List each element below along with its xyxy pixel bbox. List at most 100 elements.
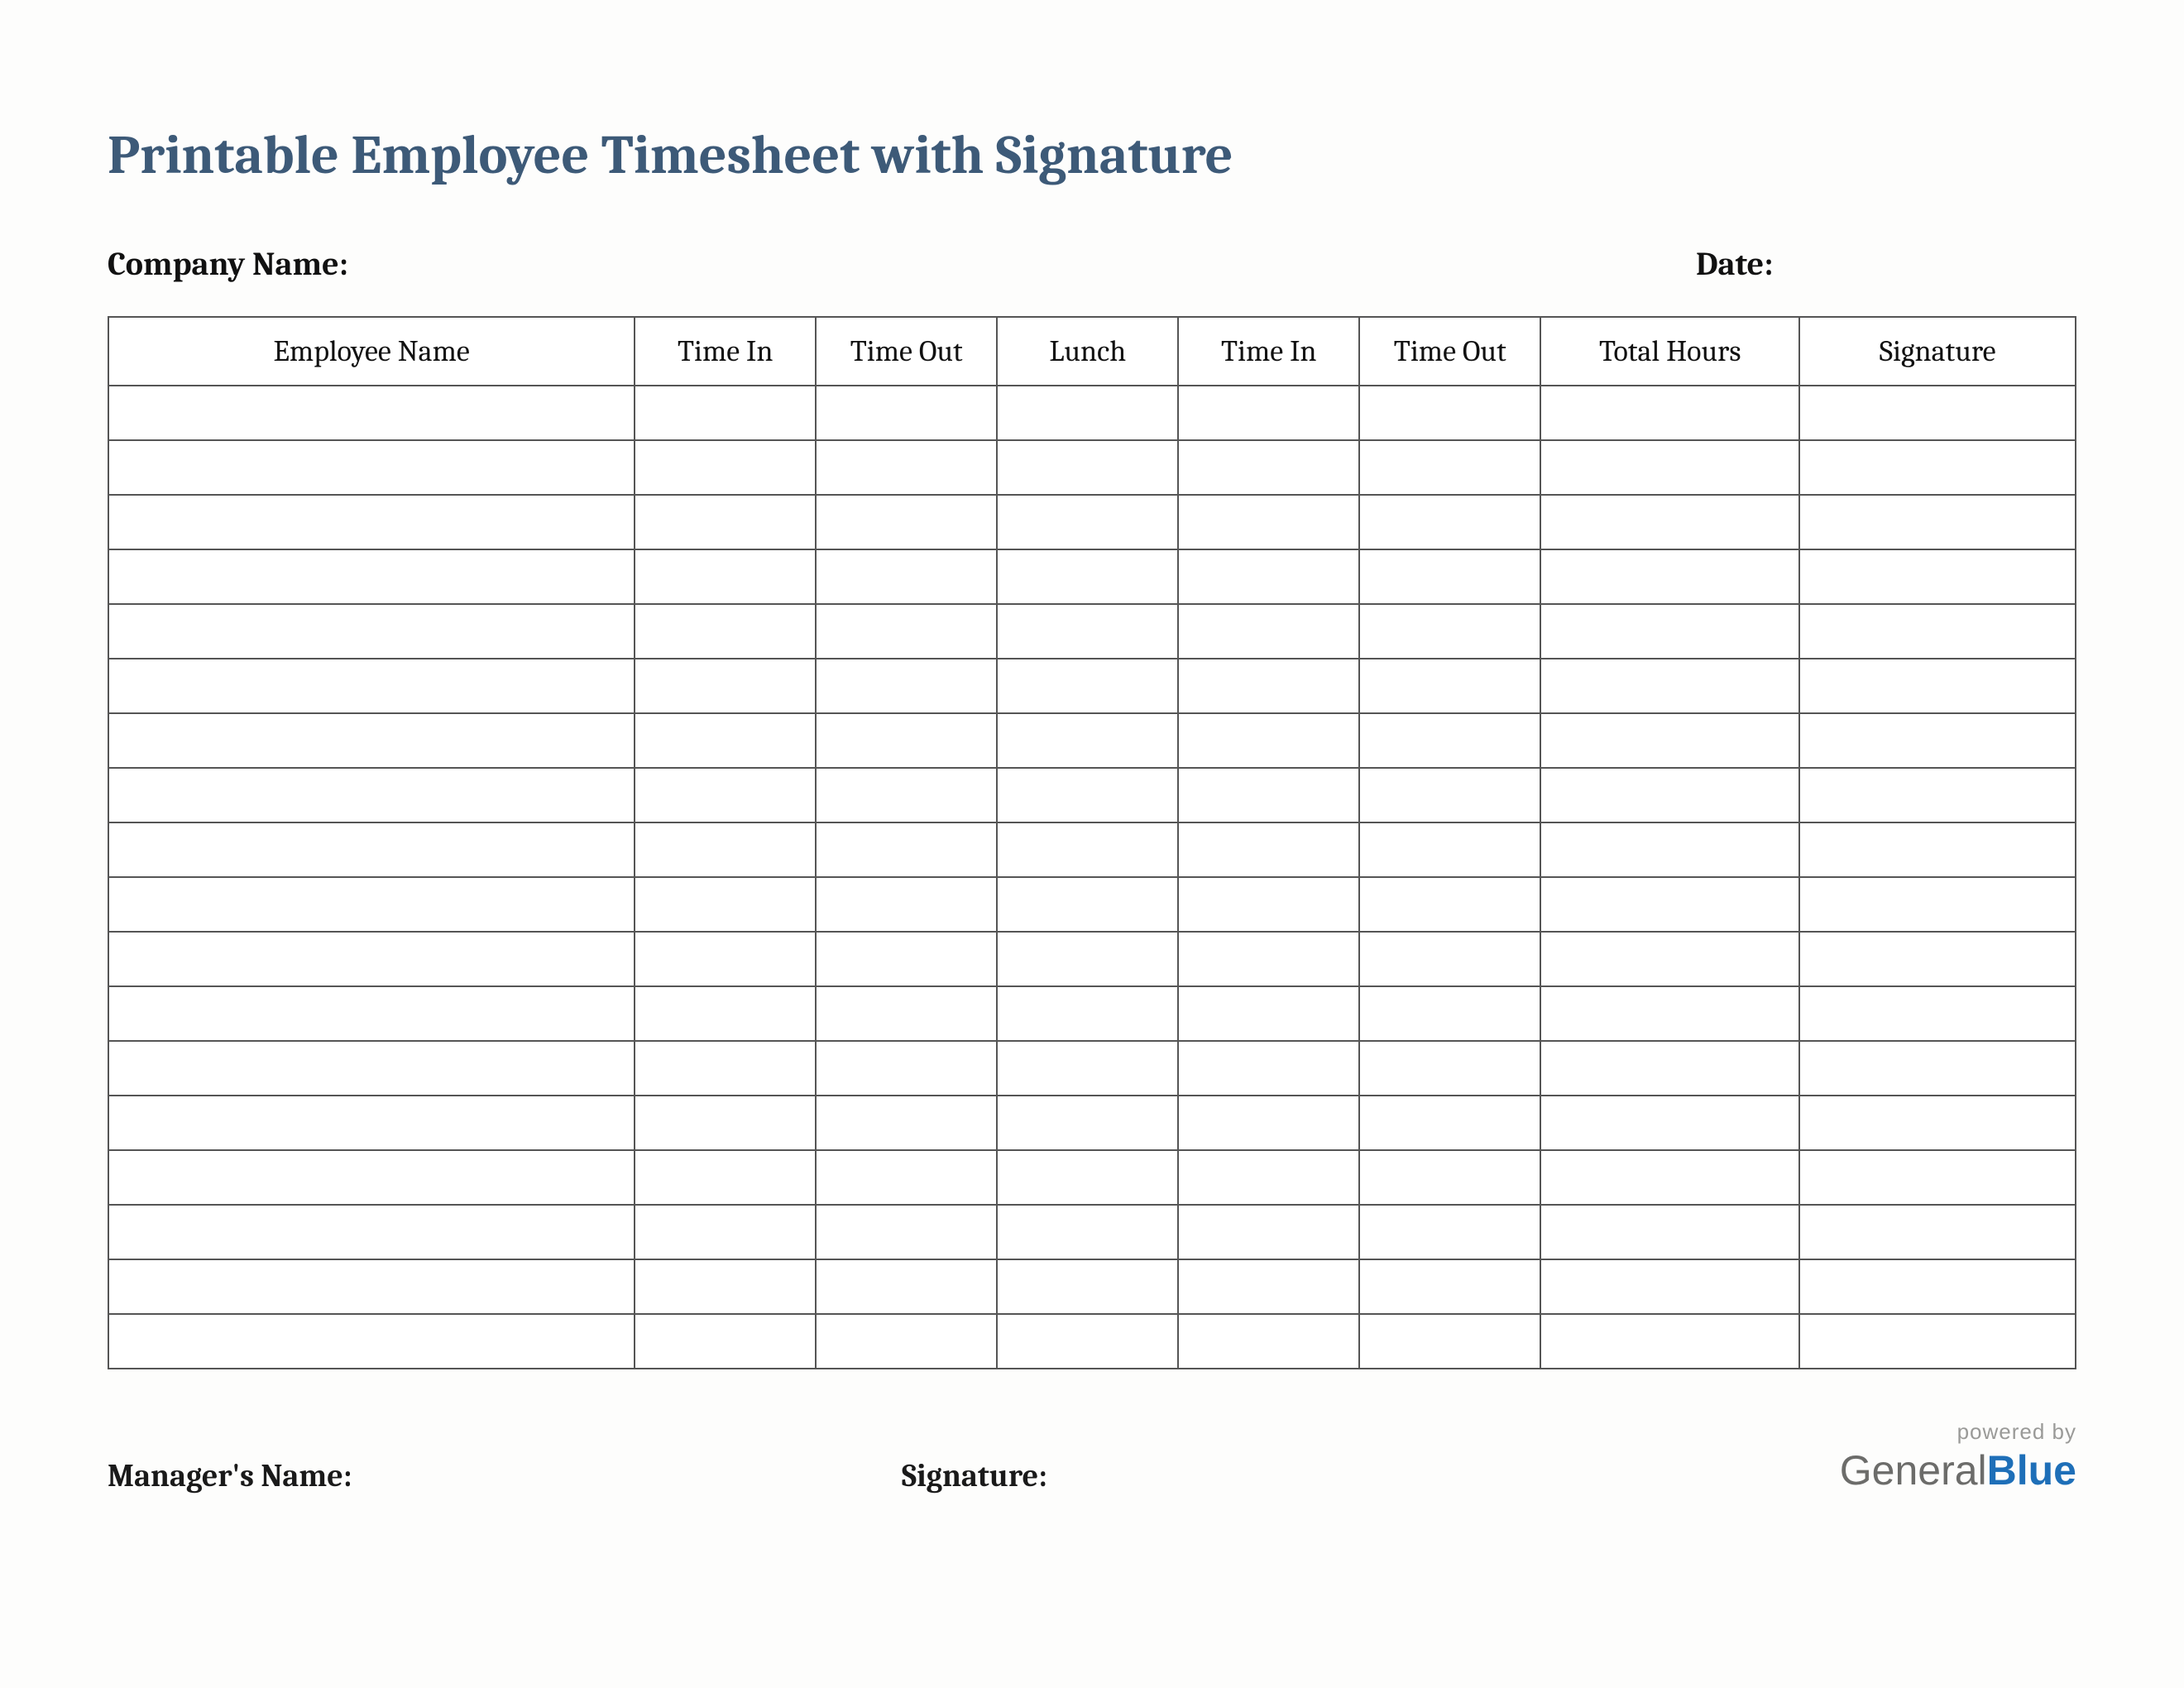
header-row: Company Name: Date: [108,245,2076,283]
table-cell [635,986,816,1041]
table-cell [1540,932,1799,986]
table-cell [1799,495,2076,549]
table-cell [108,1096,635,1150]
table-cell [816,877,997,932]
table-cell [997,1259,1178,1314]
table-cell [997,604,1178,659]
table-cell [635,768,816,822]
company-name-label: Company Name: [108,245,1696,283]
table-cell [1540,822,1799,877]
table-row [108,1314,2076,1369]
table-cell [1359,822,1540,877]
table-cell [1799,877,2076,932]
table-cell [816,1150,997,1205]
table-cell [1540,495,1799,549]
table-cell [1178,713,1359,768]
table-cell [1799,1205,2076,1259]
table-cell [816,549,997,604]
table-cell [816,659,997,713]
table-cell [1540,768,1799,822]
table-cell [997,822,1178,877]
table-cell [1799,386,2076,440]
table-cell [635,822,816,877]
table-cell [816,768,997,822]
table-cell [997,1041,1178,1096]
table-cell [635,659,816,713]
col-header-employee-name: Employee Name [108,317,635,386]
table-cell [1799,768,2076,822]
table-cell [1359,768,1540,822]
table-cell [997,549,1178,604]
table-cell [997,659,1178,713]
table-cell [1359,1205,1540,1259]
table-cell [997,386,1178,440]
table-cell [1359,932,1540,986]
table-cell [1178,768,1359,822]
table-cell [1359,877,1540,932]
table-cell [816,1096,997,1150]
table-cell [635,604,816,659]
table-cell [635,549,816,604]
table-cell [108,440,635,495]
col-header-total-hours: Total Hours [1540,317,1799,386]
table-cell [108,877,635,932]
table-cell [816,1314,997,1369]
table-row [108,549,2076,604]
table-cell [108,1259,635,1314]
table-cell [1359,386,1540,440]
table-cell [635,1096,816,1150]
table-cell [1540,1259,1799,1314]
table-row [108,986,2076,1041]
table-cell [997,1205,1178,1259]
table-cell [108,549,635,604]
table-cell [1540,1150,1799,1205]
table-cell [816,713,997,768]
table-cell [1359,1150,1540,1205]
table-cell [1178,877,1359,932]
table-cell [1359,1314,1540,1369]
table-cell [1540,386,1799,440]
brand-blue: Blue [1987,1447,2076,1494]
col-header-time-in-2: Time In [1178,317,1359,386]
col-header-lunch: Lunch [997,317,1178,386]
table-cell [1178,386,1359,440]
table-cell [635,386,816,440]
col-header-time-out-1: Time Out [816,317,997,386]
table-cell [108,1314,635,1369]
table-cell [1799,822,2076,877]
table-cell [997,495,1178,549]
table-cell [1178,1259,1359,1314]
table-cell [1540,1096,1799,1150]
signature-label: Signature: [902,1458,1840,1494]
table-cell [635,495,816,549]
table-cell [108,386,635,440]
table-cell [816,386,997,440]
table-cell [816,1041,997,1096]
table-cell [635,440,816,495]
table-cell [816,440,997,495]
date-label: Date: [1696,245,2076,283]
table-cell [816,495,997,549]
table-cell [1359,986,1540,1041]
col-header-signature: Signature [1799,317,2076,386]
table-cell [1540,1314,1799,1369]
table-row [108,604,2076,659]
table-cell [1799,986,2076,1041]
table-cell [1178,932,1359,986]
table-row [108,1150,2076,1205]
table-cell [1540,604,1799,659]
table-cell [108,495,635,549]
table-cell [1799,1041,2076,1096]
table-cell [997,1150,1178,1205]
table-cell [1540,659,1799,713]
table-cell [997,986,1178,1041]
table-cell [1178,1150,1359,1205]
table-cell [997,768,1178,822]
col-header-time-out-2: Time Out [1359,317,1540,386]
table-cell [1178,549,1359,604]
table-cell [997,1314,1178,1369]
table-cell [1359,659,1540,713]
table-cell [1178,822,1359,877]
table-cell [635,877,816,932]
table-row [108,877,2076,932]
